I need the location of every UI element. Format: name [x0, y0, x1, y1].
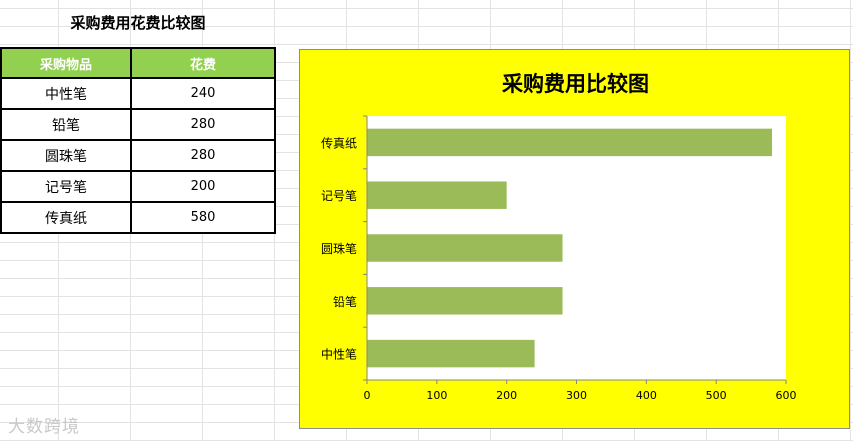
table-row: 记号笔 200 — [0, 170, 276, 203]
bar-3 — [367, 287, 563, 315]
x-tick-label: 600 — [776, 389, 797, 402]
chart-area[interactable]: 采购费用比较图 传真纸记号笔圆珠笔铅笔中性笔 0 100 200 300 400 500 60… — [299, 49, 850, 429]
category-label: 传真纸 — [321, 135, 357, 150]
cell-cost[interactable]: 280 — [130, 139, 276, 172]
x-tick-label: 400 — [636, 389, 657, 402]
header-cost[interactable]: 花费 — [130, 47, 276, 79]
category-label: 中性笔 — [321, 347, 357, 362]
bar-0 — [367, 128, 773, 157]
category-label: 圆珠笔 — [321, 241, 357, 256]
table-row: 传真纸 580 — [0, 201, 276, 234]
cell-item[interactable]: 记号笔 — [0, 170, 132, 203]
header-item[interactable]: 采购物品 — [0, 47, 132, 79]
x-tick-label: 200 — [496, 389, 517, 402]
cell-item[interactable]: 中性笔 — [0, 77, 132, 110]
bar-2 — [367, 234, 563, 262]
category-label: 记号笔 — [321, 188, 357, 203]
table-header-row: 采购物品 花费 — [0, 47, 276, 79]
cell-cost[interactable]: 240 — [130, 77, 276, 110]
watermark-logo: 大数跨境 — [8, 417, 80, 437]
cell-cost[interactable]: 200 — [130, 170, 276, 203]
bar-1 — [367, 181, 507, 209]
bar-4 — [367, 339, 535, 368]
cell-item[interactable]: 铅笔 — [0, 108, 132, 141]
x-tick-label: 0 — [364, 389, 371, 402]
cell-item[interactable]: 圆珠笔 — [0, 139, 132, 172]
table-row: 圆珠笔 280 — [0, 139, 276, 172]
data-table: 采购物品 花费 中性笔 240 铅笔 280 圆珠笔 280 记号笔 200 传… — [0, 47, 276, 234]
chart-title: 采购费用比较图 — [502, 71, 649, 96]
x-tick-label: 300 — [566, 389, 587, 402]
table-row: 中性笔 240 — [0, 77, 276, 110]
cell-cost[interactable]: 580 — [130, 201, 276, 234]
sheet-title: 采购费用花费比较图 — [70, 14, 206, 32]
x-tick-label: 500 — [706, 389, 727, 402]
x-tick-label: 100 — [426, 389, 447, 402]
cell-item[interactable]: 传真纸 — [0, 201, 132, 234]
category-label: 铅笔 — [333, 294, 357, 309]
table-row: 铅笔 280 — [0, 108, 276, 141]
cell-cost[interactable]: 280 — [130, 108, 276, 141]
